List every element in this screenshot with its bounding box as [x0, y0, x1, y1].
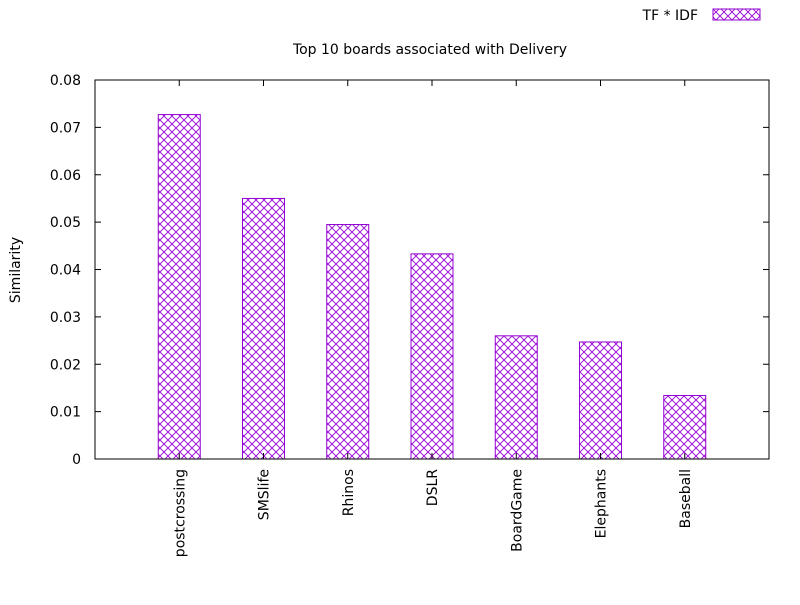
- bars: [157, 114, 707, 460]
- x-tick-label: Elephants: [594, 469, 610, 538]
- legend: TF * IDF: [642, 8, 761, 24]
- bar-dslr: [410, 253, 454, 460]
- x-tick-label: postcrossing: [172, 469, 188, 557]
- chart-title: Top 10 boards associated with Delivery: [292, 42, 567, 58]
- x-tick-label: DSLR: [425, 469, 441, 506]
- bar-postcrossing: [157, 114, 201, 460]
- y-tick-label: 0.04: [50, 263, 81, 279]
- bar-baseball: [663, 395, 707, 460]
- y-axis-ticks: 0 0.01 0.02 0.03 0.04 0.05 0.06 0.07 0.08: [50, 73, 769, 468]
- bar-elephants: [579, 341, 622, 460]
- x-axis-labels: postcrossing SMSlife Rhinos DSLR BoardGame El…: [172, 80, 694, 557]
- y-tick-label: 0.05: [50, 215, 81, 231]
- x-tick-label: Rhinos: [341, 469, 357, 516]
- plot-frame: [94, 79, 770, 460]
- y-axis-label: Similarity: [8, 237, 24, 303]
- y-tick-label: 0.07: [50, 120, 81, 136]
- y-tick-label: 0.02: [50, 357, 81, 373]
- bar-boardgame: [494, 335, 538, 460]
- y-tick-label: 0.06: [50, 168, 81, 184]
- bar-smslife: [242, 197, 285, 460]
- x-tick-label: BoardGame: [509, 469, 525, 552]
- legend-label: TF * IDF: [642, 8, 698, 24]
- x-tick-label: Baseball: [678, 469, 694, 528]
- legend-swatch: [712, 8, 761, 21]
- x-tick-label: SMSlife: [257, 469, 273, 520]
- y-tick-label: 0.01: [50, 405, 81, 421]
- y-tick-label: 0: [72, 452, 81, 468]
- bar-rhinos: [326, 223, 370, 460]
- y-tick-label: 0.03: [50, 310, 81, 326]
- y-tick-label: 0.08: [50, 73, 81, 89]
